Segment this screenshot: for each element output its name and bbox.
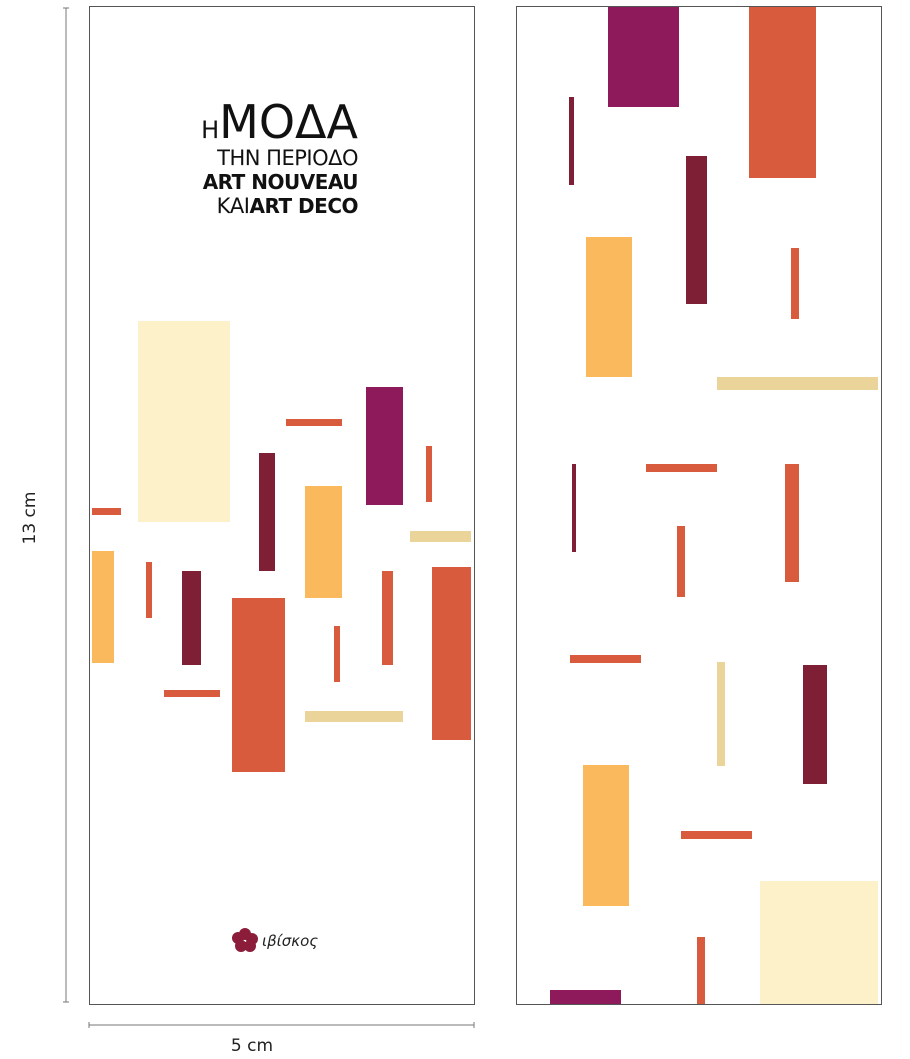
width-label: 5 cm xyxy=(231,1036,273,1056)
shape xyxy=(749,7,816,178)
shape xyxy=(432,567,471,740)
shape xyxy=(586,237,632,377)
title-word: Η xyxy=(201,116,219,144)
shape xyxy=(717,377,878,390)
shape xyxy=(550,990,621,1004)
shape xyxy=(785,464,799,582)
shape xyxy=(686,156,707,304)
shape xyxy=(646,464,717,472)
shape xyxy=(410,531,471,542)
title-line-4: ΚΑΙART DECO xyxy=(217,194,358,218)
shape xyxy=(697,937,705,1004)
publisher-name: ιβίσκος xyxy=(262,932,318,950)
shape xyxy=(803,665,827,784)
shape xyxy=(583,765,629,906)
shape xyxy=(681,831,752,839)
shape xyxy=(334,626,340,682)
title-word: ΚΑΙ xyxy=(217,194,250,218)
cover-title: ΗΜΟΔΑ ΤΗΝ ΠΕΡΙΟΔΟ ART NOUVEAU ΚΑΙART DEC… xyxy=(201,95,358,218)
height-label: 13 cm xyxy=(20,492,40,545)
shape xyxy=(138,321,230,522)
shape xyxy=(232,598,285,772)
title-word: ΜΟΔΑ xyxy=(219,95,358,149)
shape xyxy=(717,662,725,766)
shape xyxy=(572,464,576,552)
shape xyxy=(182,571,201,665)
title-line-1: ΗΜΟΔΑ xyxy=(201,95,358,149)
width-dimension: 5 cm xyxy=(89,1022,474,1056)
shape xyxy=(92,551,114,663)
shape xyxy=(677,526,685,597)
shape xyxy=(259,453,275,571)
title-word: ART DECO xyxy=(249,194,358,218)
shape xyxy=(382,571,393,665)
shape xyxy=(164,690,220,697)
title-line-2: ΤΗΝ ΠΕΡΙΟΔΟ xyxy=(216,146,358,170)
shape xyxy=(570,655,641,663)
shape xyxy=(791,248,799,319)
height-dimension: 13 cm xyxy=(20,8,69,1002)
shape xyxy=(426,446,432,502)
mockup: ΗΜΟΔΑ ΤΗΝ ΠΕΡΙΟΔΟ ART NOUVEAU ΚΑΙART DEC… xyxy=(0,0,910,1059)
shape xyxy=(146,562,152,618)
title-line-3: ART NOUVEAU xyxy=(203,170,358,194)
shape xyxy=(608,7,679,107)
shape xyxy=(569,97,574,185)
shape xyxy=(92,508,121,515)
shape xyxy=(305,711,403,722)
shape xyxy=(366,387,403,505)
shape xyxy=(760,881,878,1004)
shape xyxy=(286,419,342,426)
shape xyxy=(305,486,342,598)
